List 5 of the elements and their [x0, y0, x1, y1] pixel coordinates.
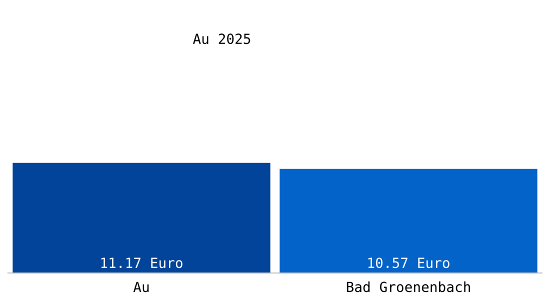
- data-label: 11.17 Euro: [101, 258, 182, 268]
- data-label: 10.57 Euro: [368, 258, 450, 268]
- chart-title: Au 2025: [192, 34, 250, 44]
- x-tick-label: Au: [133, 282, 149, 292]
- x-tick-label: Bad Groenenbach: [346, 281, 470, 292]
